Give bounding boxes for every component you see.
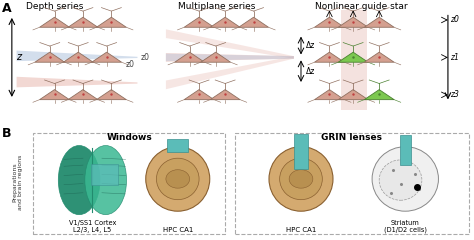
Polygon shape <box>64 52 93 62</box>
Text: GRIN lenses: GRIN lenses <box>321 133 383 142</box>
Polygon shape <box>238 17 268 27</box>
Polygon shape <box>184 17 214 27</box>
Text: z3: z3 <box>450 90 459 99</box>
FancyBboxPatch shape <box>33 133 225 234</box>
Polygon shape <box>166 53 294 62</box>
Text: Δz: Δz <box>306 41 315 50</box>
Text: Nonlinear guide star: Nonlinear guide star <box>315 2 408 12</box>
Polygon shape <box>365 17 394 27</box>
Polygon shape <box>166 29 294 59</box>
Polygon shape <box>96 90 126 100</box>
Polygon shape <box>338 17 368 27</box>
FancyBboxPatch shape <box>235 133 469 234</box>
Text: Striatum
(D1/D2 cells): Striatum (D1/D2 cells) <box>384 220 427 233</box>
FancyBboxPatch shape <box>167 139 188 152</box>
Polygon shape <box>174 52 205 62</box>
Text: HPC CA1: HPC CA1 <box>163 227 193 233</box>
Polygon shape <box>184 90 214 100</box>
Polygon shape <box>314 52 344 62</box>
Polygon shape <box>365 52 394 62</box>
Text: HPC CA1: HPC CA1 <box>286 227 316 233</box>
Text: A: A <box>2 2 12 16</box>
Ellipse shape <box>280 158 322 200</box>
Polygon shape <box>166 56 294 89</box>
Ellipse shape <box>166 170 190 188</box>
Text: B: B <box>2 127 12 140</box>
Polygon shape <box>314 17 344 27</box>
Polygon shape <box>39 17 69 27</box>
Text: Δz: Δz <box>306 67 315 76</box>
Text: z0: z0 <box>140 53 149 62</box>
Polygon shape <box>17 77 137 87</box>
Ellipse shape <box>85 145 127 215</box>
Text: z0: z0 <box>450 15 459 24</box>
Polygon shape <box>96 17 126 27</box>
FancyBboxPatch shape <box>91 164 118 185</box>
Polygon shape <box>35 52 64 62</box>
Polygon shape <box>338 52 368 62</box>
Text: Multiplane series: Multiplane series <box>178 2 255 12</box>
Polygon shape <box>210 90 240 100</box>
Polygon shape <box>68 17 98 27</box>
Text: Windows: Windows <box>106 133 152 142</box>
FancyBboxPatch shape <box>294 134 308 168</box>
Polygon shape <box>210 17 240 27</box>
Ellipse shape <box>156 158 199 200</box>
FancyBboxPatch shape <box>400 135 411 165</box>
Ellipse shape <box>372 147 438 211</box>
Polygon shape <box>314 90 344 100</box>
Ellipse shape <box>146 147 210 211</box>
Polygon shape <box>39 90 69 100</box>
Polygon shape <box>68 90 98 100</box>
Polygon shape <box>338 90 368 100</box>
Ellipse shape <box>379 160 422 200</box>
Ellipse shape <box>289 170 313 188</box>
Text: z1: z1 <box>450 53 459 62</box>
Polygon shape <box>166 54 294 61</box>
Text: z: z <box>16 52 21 62</box>
Text: z0: z0 <box>126 60 135 69</box>
Text: Depth series: Depth series <box>26 2 83 12</box>
Polygon shape <box>201 52 231 62</box>
Ellipse shape <box>269 147 333 211</box>
Text: Preparations
and brain regions: Preparations and brain regions <box>13 155 23 210</box>
FancyBboxPatch shape <box>341 10 367 110</box>
Polygon shape <box>92 52 121 62</box>
Polygon shape <box>365 90 394 100</box>
Text: V1/SS1 Cortex
L2/3, L4, L5: V1/SS1 Cortex L2/3, L4, L5 <box>69 220 116 233</box>
Polygon shape <box>17 51 137 61</box>
Ellipse shape <box>58 145 100 215</box>
